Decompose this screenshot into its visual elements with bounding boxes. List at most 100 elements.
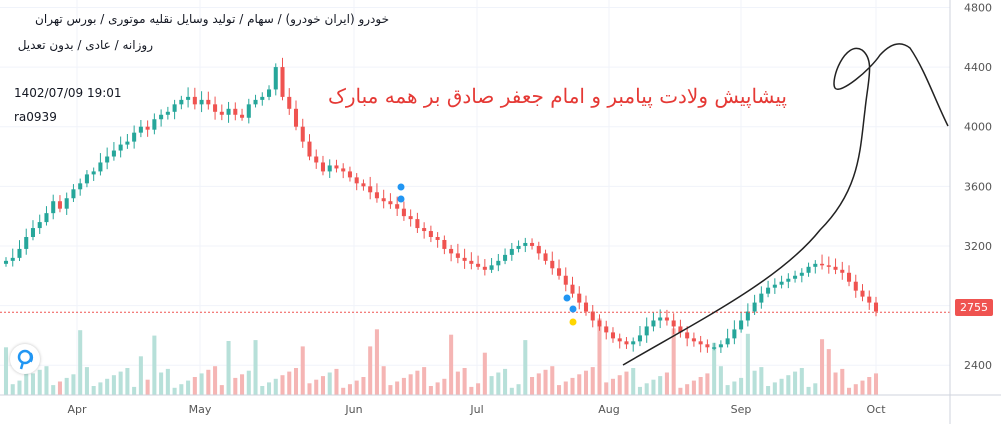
candle-body xyxy=(267,89,272,97)
candle-body xyxy=(3,260,9,264)
candle-body xyxy=(347,171,352,178)
candle-body xyxy=(206,99,211,105)
candle-body xyxy=(853,281,858,291)
volume-bar xyxy=(637,386,642,395)
volume-bar xyxy=(691,380,696,395)
candle-body xyxy=(698,341,703,345)
volume-bar xyxy=(786,375,791,395)
volume-bar xyxy=(671,328,676,395)
candle-body xyxy=(712,347,717,349)
volume-bar xyxy=(503,368,508,395)
volume-bar xyxy=(482,352,487,395)
candle-body xyxy=(617,338,622,342)
volume-bar xyxy=(604,382,609,395)
candle-body xyxy=(530,242,535,246)
x-tick-label: May xyxy=(189,403,212,416)
candle-body xyxy=(867,296,872,303)
candle-body xyxy=(233,108,238,115)
volume-bar xyxy=(651,379,656,395)
candle-body xyxy=(664,317,669,321)
volume-bar xyxy=(739,377,744,395)
volume-bar xyxy=(260,386,265,395)
y-tick-label: 3600 xyxy=(964,180,992,193)
tradingview-logo[interactable] xyxy=(10,344,40,374)
volume-bar xyxy=(179,384,184,395)
candle-body xyxy=(705,344,710,348)
volume-bar xyxy=(610,378,615,395)
volume-bar xyxy=(523,340,528,395)
volume-bar xyxy=(732,381,737,395)
volume-bar xyxy=(374,329,379,395)
volume-bar xyxy=(253,340,258,395)
candle-body xyxy=(307,141,312,157)
candle-body xyxy=(624,341,629,345)
candle-body xyxy=(300,126,305,142)
y-tick-label: 4400 xyxy=(964,61,992,74)
logo-icon xyxy=(17,349,34,370)
annotation-text[interactable]: پیشاپیش ولادت پیامبر و امام جعفر صادق بر… xyxy=(327,84,787,108)
x-tick-label: Jul xyxy=(469,403,483,416)
candle-body xyxy=(219,111,224,115)
candle-body xyxy=(725,338,730,345)
candle-body xyxy=(590,311,595,321)
candle-body xyxy=(847,272,852,282)
y-tick-label: 3200 xyxy=(964,240,992,253)
volume-bar xyxy=(422,367,427,395)
x-tick-label: Apr xyxy=(67,403,87,416)
candle-body xyxy=(651,320,656,327)
chart-timestamp: 1402/07/09 19:01 xyxy=(14,86,122,100)
candle-body xyxy=(152,119,157,130)
y-tick-label: 4000 xyxy=(964,121,992,134)
volume-bar xyxy=(64,377,69,395)
volume-bar xyxy=(347,384,352,395)
candle-body xyxy=(455,253,460,258)
volume-bar xyxy=(469,386,474,395)
grid-layer xyxy=(0,0,950,395)
candle-body xyxy=(98,162,103,172)
candle-body xyxy=(536,245,541,254)
candle-body xyxy=(786,278,791,282)
volume-bar xyxy=(570,377,575,395)
candle-body xyxy=(118,144,123,151)
candle-body xyxy=(287,96,292,109)
volume-bar xyxy=(550,366,555,395)
volume-bar xyxy=(186,380,191,395)
candle-body xyxy=(745,311,750,321)
candle-body xyxy=(24,237,29,249)
candle-body xyxy=(273,67,278,90)
candle-body xyxy=(840,269,845,273)
candle-body xyxy=(793,275,798,279)
candle-body xyxy=(597,320,602,327)
volume-bar xyxy=(631,368,636,395)
volume-bar xyxy=(327,372,332,395)
candle-body xyxy=(30,228,35,237)
candle-body xyxy=(772,284,777,288)
candle-body xyxy=(51,201,56,214)
volume-bar xyxy=(401,377,406,395)
candle-body xyxy=(759,293,764,303)
volume-bar xyxy=(300,346,305,395)
volume-bar xyxy=(159,372,164,395)
volume-bar xyxy=(509,387,514,395)
volume-bar xyxy=(199,373,204,395)
volume-bar xyxy=(772,382,777,395)
volume-bar xyxy=(496,372,501,395)
volume-bar xyxy=(341,387,346,395)
volume-bar xyxy=(779,378,784,395)
candle-body xyxy=(577,293,582,303)
candle-body xyxy=(631,341,636,345)
volume-bar xyxy=(840,368,845,395)
volume-bar xyxy=(658,376,663,395)
candle-body xyxy=(253,99,258,105)
volume-bar xyxy=(759,367,764,395)
chart-header-line1: خودرو (ایران خودرو) / سهام / تولید وسایل… xyxy=(35,12,389,26)
candle-body xyxy=(165,111,170,115)
candle-body xyxy=(658,317,663,321)
volume-bar xyxy=(833,372,838,395)
volume-bar xyxy=(455,371,460,395)
volume-bar xyxy=(813,383,818,395)
volume-bar xyxy=(698,377,703,395)
